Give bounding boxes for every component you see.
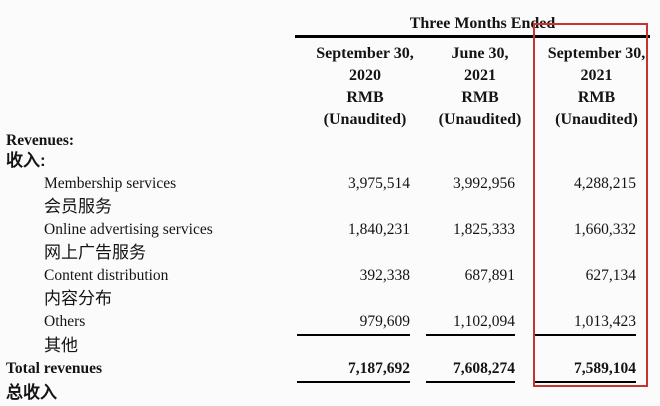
row-label-others-zh: 其他 [44,336,78,355]
cell-content-2021q3: 627,134 [585,267,636,284]
cell-total-2020q3: 7,187,692 [295,359,417,383]
table-row-online-advertising: Online advertising services 1,840,231 1,… [2,220,650,243]
cell-content-2020q3: 392,338 [359,267,410,284]
section-row-revenues-zh: 收入: [2,151,650,174]
section-row-revenues-en: Revenues: [2,131,650,151]
table-row-total-revenues-zh: 总收入 [2,383,650,406]
row-label-content-distribution: Content distribution [44,267,169,284]
table-row-content-distribution: Content distribution 392,338 687,891 627… [2,266,650,289]
row-label-total-revenues-zh: 总收入 [6,383,57,402]
table-row-content-distribution-zh: 内容分布 [2,289,650,312]
cell-advertising-2020q3: 1,840,231 [348,221,410,238]
table-row-membership-services: Membership services 3,975,514 3,992,956 … [2,174,650,197]
cell-others-2020q3: 979,609 [295,312,417,336]
column-header-september-30-2021: September 30, 2021 RMB (Unaudited) [547,45,646,128]
table-title-row: Three Months Ended [2,4,650,38]
row-label-membership-services-zh: 会员服务 [44,197,112,216]
table-row-total-revenues: Total revenues 7,187,692 7,608,274 7,589… [2,359,650,383]
table-row-online-advertising-zh: 网上广告服务 [2,243,650,266]
table-row-others: Others 979,609 1,102,094 1,013,423 [2,312,650,336]
column-header-september-30-2020: September 30, 2020 RMB (Unaudited) [316,45,414,128]
column-header-june-30-2021: June 30, 2021 RMB (Unaudited) [438,45,522,128]
row-label-membership-services: Membership services [44,175,177,192]
column-header-row: September 30, 2020 RMB (Unaudited) June … [2,37,650,132]
cell-others-2021q2: 1,102,094 [417,312,525,336]
section-label-revenues-zh: 收入: [6,151,46,170]
row-label-online-advertising: Online advertising services [44,221,213,238]
row-label-online-advertising-zh: 网上广告服务 [44,243,146,262]
cell-total-2021q3: 7,589,104 [525,359,650,383]
cell-others-2021q3: 1,013,423 [525,312,650,336]
section-label-revenues-en: Revenues: [6,132,75,149]
row-label-others: Others [44,313,86,330]
cell-total-2021q2: 7,608,274 [417,359,525,383]
cell-membership-2021q2: 3,992,956 [453,175,515,192]
row-label-total-revenues: Total revenues [6,360,103,377]
row-label-content-distribution-zh: 内容分布 [44,289,112,308]
cell-membership-2020q3: 3,975,514 [348,175,410,192]
cell-advertising-2021q2: 1,825,333 [453,221,515,238]
table-row-others-zh: 其他 [2,336,650,359]
table-row-membership-services-zh: 会员服务 [2,197,650,220]
cell-advertising-2021q3: 1,660,332 [574,221,636,238]
table-title: Three Months Ended [295,4,650,38]
cell-content-2021q2: 687,891 [464,267,515,284]
revenues-table: Three Months Ended September 30, 2020 RM… [2,4,650,406]
cell-membership-2021q3: 4,288,215 [574,175,636,192]
